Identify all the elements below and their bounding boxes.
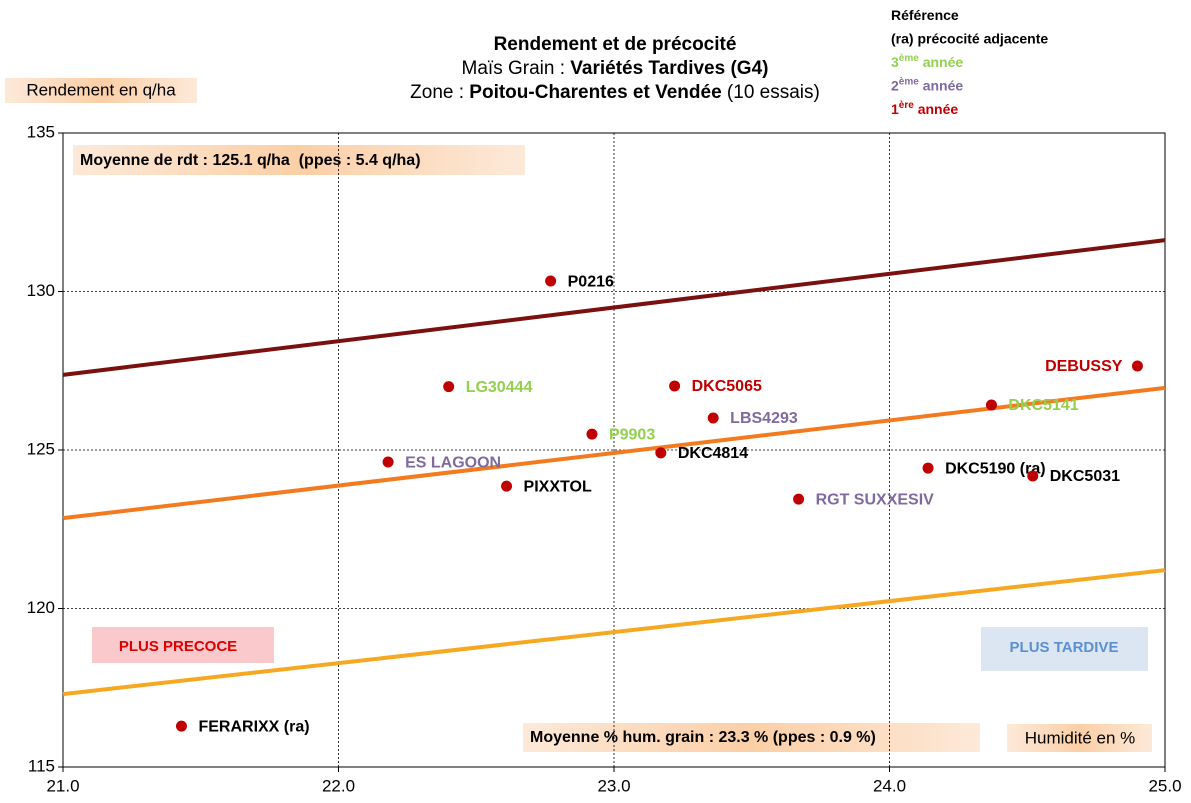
point (443, 381, 455, 393)
title-part: Maïs Grain : (462, 58, 571, 79)
point-label: DKC5141 (1008, 397, 1078, 414)
x-tick-label: 22.0 (322, 776, 355, 795)
plot-frame (62, 132, 1166, 768)
point (586, 428, 598, 440)
title-part: Poitou-Charentes et Vendée (469, 82, 721, 103)
point-label: DEBUSSY (1045, 358, 1123, 375)
mean-yield: Moyenne de rdt : 125.1 q/ha (ppes : 5.4 … (80, 152, 421, 169)
x-tick-label: 25.0 (1148, 776, 1181, 795)
title-part: Zone : (410, 82, 469, 103)
y-axis-label: Rendement en q/ha (26, 80, 176, 99)
point-label: LG30444 (466, 379, 533, 396)
point (175, 720, 187, 732)
point (545, 275, 557, 287)
chart-title: Rendement et de précocité (494, 34, 737, 55)
x-tick-label: 23.0 (597, 776, 630, 795)
legend-part: année (914, 101, 959, 117)
x-tick-label: 24.0 (873, 776, 906, 795)
trend-line (62, 238, 1166, 377)
legend-part: 1 (891, 101, 899, 117)
mean-yield-box (73, 145, 525, 175)
point (793, 493, 805, 505)
point-label: DKC5031 (1050, 468, 1120, 485)
legend-part: ème (899, 53, 919, 64)
legend-part: ère (899, 100, 914, 111)
legend-part: année (919, 54, 964, 70)
mean-humidity-box (523, 723, 980, 752)
point (707, 412, 719, 424)
point-label: RGT SUXXESIV (816, 491, 935, 508)
point-label: FERARIXX (ra) (198, 718, 309, 735)
x-tick-label: 21.0 (46, 776, 79, 795)
chart-title: Zone : Poitou-Charentes et Vendée (10 es… (410, 82, 820, 103)
y-tick-label: 115 (28, 756, 55, 775)
legend-entry: Référence (891, 7, 959, 23)
point (1131, 360, 1143, 372)
point (501, 480, 513, 492)
y-tick-label: 130 (27, 281, 55, 300)
legend-entry: (ra) précocité adjacente (891, 30, 1048, 46)
early-box (92, 627, 274, 663)
point-label: P0216 (568, 273, 614, 290)
late-box (981, 627, 1148, 671)
point (382, 456, 394, 468)
legend-part: 3 (891, 54, 899, 70)
title-part: Variétés Tardives (G4) (570, 58, 768, 79)
point (669, 380, 681, 392)
point-label: PIXXTOL (524, 478, 592, 495)
y-tick-label: 135 (27, 122, 55, 141)
legend-part: ème (899, 76, 919, 87)
legend-entry: 2ème année (891, 76, 963, 93)
title-part: Rendement et de précocité (494, 34, 737, 55)
title-part: (10 essais) (722, 82, 820, 103)
point (985, 399, 997, 411)
x-label-box (1007, 724, 1152, 752)
point-label: ES LAGOON (405, 454, 501, 471)
y-tick-label: 120 (27, 598, 55, 617)
legend-part: Référence (891, 7, 959, 23)
point (655, 447, 667, 459)
y-label-box (5, 78, 197, 103)
legend-part: (ra) précocité adjacente (891, 30, 1048, 46)
mean-humidity: Moyenne % hum. grain : 23.3 % (ppes : 0.… (530, 729, 876, 746)
legend-entry: 3ème année (891, 53, 963, 70)
point (1027, 470, 1039, 482)
point-label: DKC4814 (678, 445, 748, 462)
legend-entry: 1ère année (891, 100, 958, 117)
point-label: DKC5065 (692, 378, 762, 395)
trend-line (62, 568, 1166, 697)
y-tick-label: 125 (27, 439, 55, 458)
trend-line (62, 385, 1166, 521)
late-label: PLUS TARDIVE (1010, 639, 1119, 656)
legend-part: 2 (891, 77, 899, 93)
early-label: PLUS PRECOCE (119, 638, 237, 655)
legend-part: année (919, 77, 964, 93)
x-axis-label: Humidité en % (1025, 728, 1136, 747)
point-label: DKC5190 (ra) (945, 460, 1045, 477)
point-label: LBS4293 (730, 410, 798, 427)
point (922, 462, 934, 474)
chart-title: Maïs Grain : Variétés Tardives (G4) (462, 58, 769, 79)
point-label: P9903 (609, 426, 655, 443)
